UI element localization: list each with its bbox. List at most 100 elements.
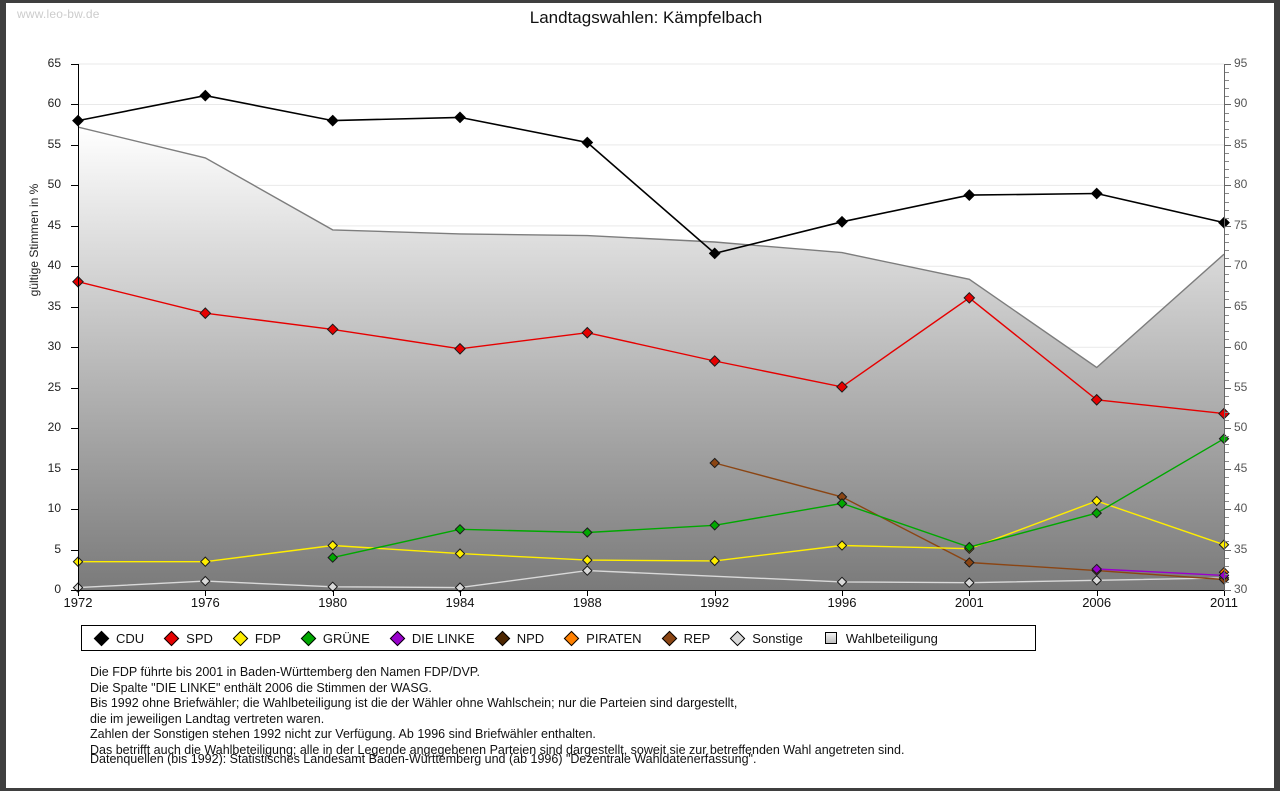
legend-item-sonstige[interactable]: Sonstige: [730, 630, 803, 646]
legend-marker-icon: [93, 630, 110, 646]
x-axis-tick-label: 1996: [827, 595, 857, 610]
y-axis-left: [78, 64, 79, 591]
legend-item-label: Sonstige: [752, 630, 803, 646]
y-axis-left-tick-label: 40: [47, 258, 61, 273]
legend-item-gr-ne[interactable]: GRÜNE: [300, 630, 370, 646]
x-axis-tick-label: 1976: [190, 595, 220, 610]
y-axis-right-tick-mark: [1225, 428, 1231, 430]
y-axis-right-tick-mark: [1225, 509, 1231, 511]
legend-item-npd[interactable]: NPD: [494, 630, 545, 646]
y-axis-right-minor-tick: [1225, 153, 1229, 154]
y-axis-left-tick-label: 15: [47, 460, 61, 475]
legend-item-rep[interactable]: REP: [661, 630, 710, 646]
y-axis-right-minor-tick: [1225, 436, 1229, 438]
y-axis-left-tick-mark: [71, 306, 78, 308]
y-axis-right-minor-tick: [1225, 201, 1229, 203]
x-axis-tick-mark: [969, 591, 971, 596]
y-axis-right-minor-tick: [1225, 96, 1229, 98]
y-axis-right-minor-tick: [1225, 120, 1229, 122]
y-axis-right-minor-tick: [1225, 322, 1229, 324]
footnote-line: die im jeweiligen Landtag vertreten ware…: [90, 711, 325, 726]
y-axis-left-tick-label: 65: [47, 56, 61, 70]
y-axis-left-tick-mark: [71, 225, 78, 227]
legend-item-cdu[interactable]: CDU: [93, 630, 145, 646]
x-axis-tick-label: 2011: [1210, 595, 1238, 610]
y-axis-right-minor-tick: [1225, 363, 1229, 365]
y-axis-right-tick-mark: [1225, 64, 1231, 65]
y-axis-left-tick-label: 45: [47, 217, 61, 232]
y-axis-right-tick-mark: [1225, 185, 1231, 187]
legend-item-wahlbeteiligung[interactable]: Wahlbeteiligung: [824, 631, 938, 646]
y-axis-right-tick-label: 45: [1234, 460, 1248, 475]
legend-item-label: CDU: [116, 630, 145, 646]
y-axis-right-minor-tick: [1225, 169, 1229, 171]
y-axis-right-minor-tick: [1225, 250, 1229, 252]
chart-legend: CDU SPD FDP GRÜNE DIE LINKE NPD PIRATEN REP Sons…: [81, 625, 1036, 651]
y-axis-right-tick-label: 85: [1234, 136, 1248, 151]
x-axis-tick-label: 1988: [572, 595, 602, 610]
y-axis-right-minor-tick: [1225, 355, 1229, 357]
y-axis-right-tick-label: 75: [1234, 217, 1248, 232]
x-axis-tick-mark: [1224, 591, 1225, 596]
watermark: www.leo-bw.de: [17, 7, 100, 21]
legend-marker-icon: [163, 630, 180, 646]
legend-item-label: DIE LINKE: [411, 630, 475, 646]
x-axis-tick-label: 1992: [700, 595, 730, 610]
y-axis-right-tick-label: 50: [1234, 420, 1248, 435]
y-axis-right-tick-label: 40: [1234, 501, 1248, 516]
y-axis-left-tick-label: 55: [47, 136, 61, 151]
y-axis-right-tick-mark: [1225, 306, 1231, 308]
legend-item-label: NPD: [516, 630, 545, 646]
y-axis-right-tick-mark: [1225, 590, 1231, 591]
y-axis-right-minor-tick: [1225, 517, 1229, 519]
x-axis-tick-mark: [78, 591, 79, 596]
legend-item-die-linke[interactable]: DIE LINKE: [389, 630, 475, 646]
y-axis-left-tick-mark: [71, 468, 78, 470]
x-axis-tick-mark: [332, 591, 334, 596]
y-axis-left-tick-mark: [71, 549, 78, 551]
y-axis-right-tick-mark: [1225, 104, 1231, 106]
wahlbeteiligung-swatch-icon: [824, 632, 837, 644]
x-axis-tick-label: 2001: [954, 595, 984, 610]
legend-item-spd[interactable]: SPD: [163, 630, 213, 646]
y-axis-right-minor-tick: [1225, 233, 1229, 235]
y-axis-right-tick-label: 30: [1234, 582, 1248, 596]
legend-item-piraten[interactable]: PIRATEN: [563, 630, 642, 646]
y-axis-right-tick-label: 60: [1234, 339, 1248, 354]
y-axis-right-tick-mark: [1225, 225, 1231, 227]
y-axis-right-tick-label: 55: [1234, 379, 1248, 394]
x-axis-tick-mark: [460, 591, 461, 596]
y-axis-right-minor-tick: [1225, 573, 1229, 575]
footnote-line: Die FDP führte bis 2001 in Baden-Württem…: [90, 665, 481, 679]
legend-marker-icon: [300, 630, 317, 646]
legend-marker-icon: [494, 630, 510, 646]
x-axis-tick-mark: [587, 591, 589, 596]
y-axis-right-minor-tick: [1225, 339, 1229, 341]
y-axis-right-minor-tick: [1225, 492, 1229, 494]
page-title: Landtagswahlen: Kämpfelbach: [529, 8, 763, 27]
x-axis-tick-mark: [1096, 591, 1098, 596]
y-axis-right-minor-tick: [1225, 371, 1229, 373]
y-axis-right-minor-tick: [1225, 258, 1229, 260]
y-axis-right-minor-tick: [1225, 500, 1229, 502]
y-axis-left-tick-mark: [71, 185, 78, 187]
y-axis-left-tick-label: 5: [54, 541, 61, 556]
legend-item-label: SPD: [186, 630, 213, 646]
legend-item-label: GRÜNE: [322, 630, 370, 646]
y-axis-right-minor-tick: [1225, 72, 1229, 74]
x-axis-tick-mark: [842, 591, 843, 596]
y-axis-right-minor-tick: [1225, 274, 1229, 276]
legend-item-fdp[interactable]: FDP: [232, 630, 281, 646]
y-axis-left-tick-mark: [71, 104, 78, 106]
y-axis-left-tick-mark: [71, 509, 78, 511]
y-axis-right-minor-tick: [1225, 420, 1229, 422]
y-axis-right-minor-tick: [1225, 298, 1229, 300]
y-axis-right-minor-tick: [1225, 209, 1229, 211]
y-axis-right-minor-tick: [1225, 533, 1229, 535]
y-axis-right-tick-label: 35: [1234, 541, 1248, 556]
y-axis-right-tick-label: 65: [1234, 298, 1248, 313]
y-axis-left-tick-label: 50: [47, 177, 61, 192]
y-axis-right-minor-tick: [1225, 128, 1229, 130]
y-axis-right-minor-tick: [1225, 193, 1229, 195]
